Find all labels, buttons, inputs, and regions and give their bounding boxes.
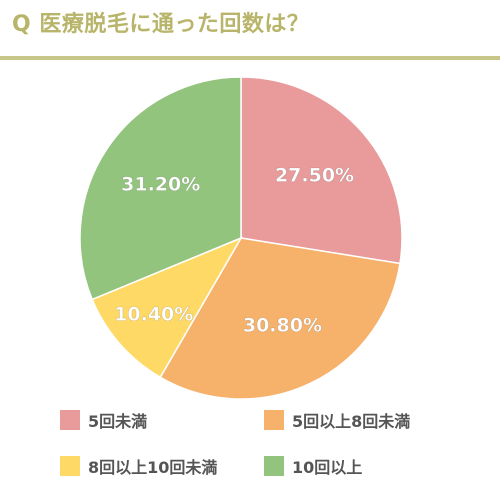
page-title: Q 医療脱毛に通った回数は？ xyxy=(12,12,310,37)
pie-slice xyxy=(159,237,401,400)
slice-data-label: 30.80% xyxy=(243,314,322,336)
title-divider xyxy=(0,56,500,60)
slice-data-label: 27.50% xyxy=(275,164,354,186)
pie-slice xyxy=(91,236,243,379)
slice-data-label: 31.20% xyxy=(121,173,200,195)
pie-slice xyxy=(240,76,403,265)
slice-data-label: 10.40% xyxy=(114,303,193,325)
pie-slice xyxy=(79,76,242,301)
